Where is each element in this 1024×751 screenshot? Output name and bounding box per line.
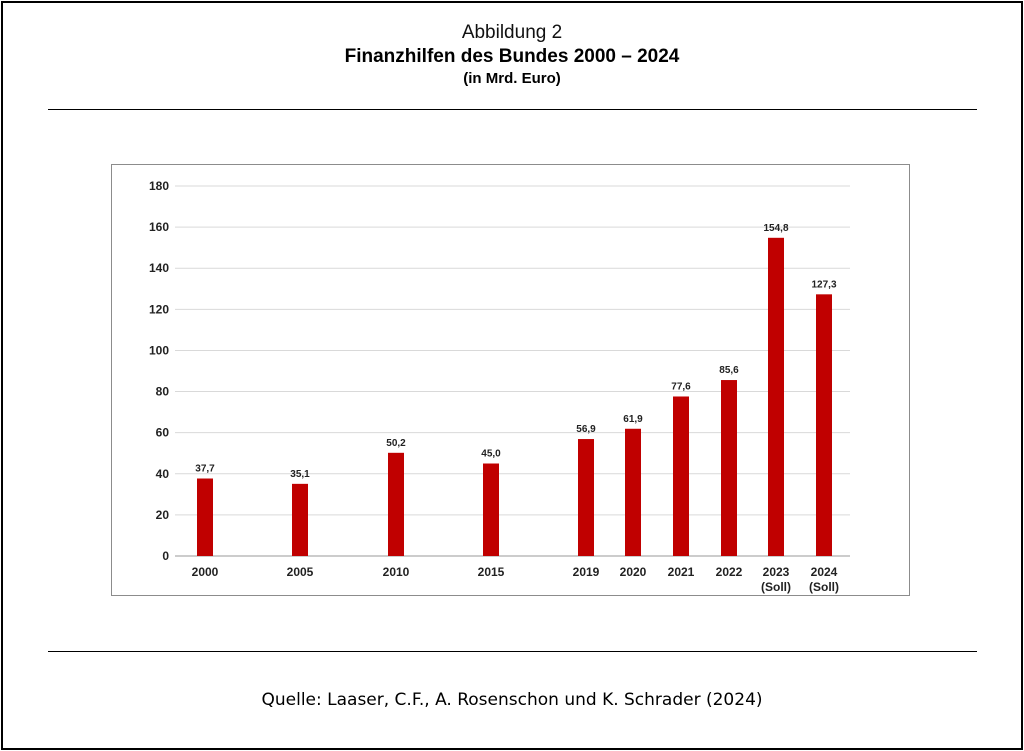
value-label: 50,2 <box>386 438 406 449</box>
bar <box>721 380 737 556</box>
value-label: 56,9 <box>576 424 596 435</box>
bottom-divider <box>48 651 977 652</box>
y-tick-label: 120 <box>149 302 169 316</box>
figure-title: Finanzhilfen des Bundes 2000 – 2024 <box>344 46 680 67</box>
y-tick-label: 20 <box>156 508 170 522</box>
bar <box>816 294 832 556</box>
y-tick-label: 100 <box>149 343 169 357</box>
bar <box>292 483 308 556</box>
figure-label: Abbildung 2 <box>461 22 563 43</box>
bar <box>578 439 594 556</box>
bar <box>388 452 404 556</box>
value-label: 85,6 <box>719 365 739 376</box>
top-divider <box>48 109 977 110</box>
x-tick-label: 2021 <box>668 565 695 579</box>
y-tick-label: 180 <box>149 179 169 193</box>
x-tick-label: 2023 <box>763 565 790 579</box>
x-tick-label: (Soll) <box>809 580 839 594</box>
source-note: Quelle: Laaser, C.F., A. Rosenschon und … <box>261 690 763 710</box>
bar-chart: 0 20 40 60 80 100 120 140 160 180 37,7 2000 35,1 2005… <box>149 179 850 594</box>
x-tick-label: 2000 <box>192 565 219 579</box>
x-tick-label: 2022 <box>716 565 743 579</box>
y-tick-label: 80 <box>156 385 170 399</box>
y-tick-label: 60 <box>156 426 170 440</box>
y-tick-label: 0 <box>162 549 169 563</box>
value-label: 127,3 <box>811 279 836 290</box>
x-tick-label: 2020 <box>620 565 647 579</box>
x-tick-label: 2015 <box>478 565 505 579</box>
value-label: 45,0 <box>481 449 501 460</box>
bar <box>768 237 784 557</box>
bar <box>483 463 499 556</box>
chart-container: 0 20 40 60 80 100 120 140 160 180 37,7 2000 35,1 2005… <box>111 164 910 596</box>
y-tick-label: 140 <box>149 261 169 275</box>
value-label: 37,7 <box>195 464 215 475</box>
y-tick-label: 40 <box>156 467 170 481</box>
value-label: 77,6 <box>671 381 691 392</box>
x-tick-label: 2005 <box>287 565 314 579</box>
x-tick-label: 2024 <box>811 565 838 579</box>
x-tick-label: 2010 <box>383 565 410 579</box>
bar <box>197 478 213 556</box>
value-label: 35,1 <box>290 469 310 480</box>
title-block: Abbildung 2 Finanzhilfen des Bundes 2000… <box>0 22 1024 89</box>
x-tick-label: (Soll) <box>761 580 791 594</box>
y-tick-label: 160 <box>149 220 169 234</box>
x-tick-label: 2019 <box>573 565 600 579</box>
value-label: 61,9 <box>623 414 643 425</box>
value-label: 154,8 <box>763 223 788 234</box>
bar <box>673 396 689 556</box>
bar <box>625 428 641 556</box>
figure-subtitle: (in Mrd. Euro) <box>463 70 561 87</box>
